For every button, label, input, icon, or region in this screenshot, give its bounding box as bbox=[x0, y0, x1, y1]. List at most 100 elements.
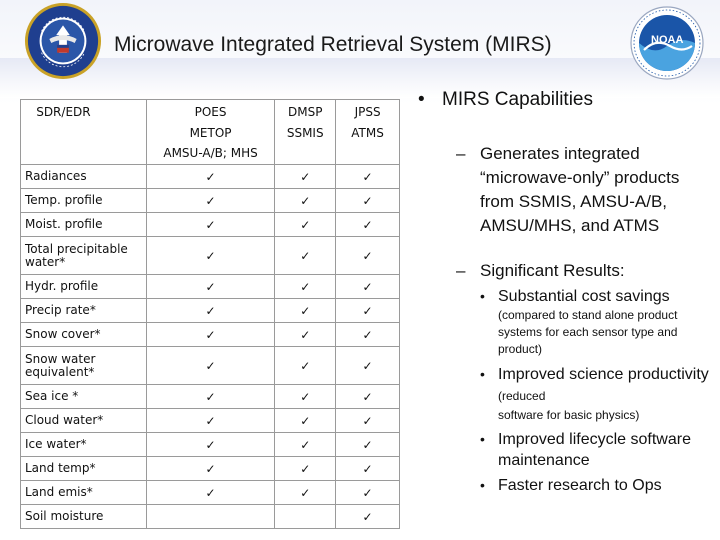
table-row: Hydr. profile ✓ ✓ ✓ bbox=[20, 274, 400, 299]
row-label: Snow water equivalent* bbox=[20, 346, 147, 385]
capabilities-panel: • MIRS Capabilities – Generates integrat… bbox=[418, 88, 718, 496]
check-mark-icon: ✓ bbox=[145, 322, 276, 347]
header-line: METOP bbox=[189, 125, 232, 140]
check-mark-icon: ✓ bbox=[145, 164, 276, 189]
sub-bullet-generates: – Generates integrated “microwave-only” … bbox=[456, 142, 718, 238]
dash-glyph: – bbox=[456, 144, 466, 163]
check-mark-icon: ✓ bbox=[274, 408, 337, 433]
dash-glyph: – bbox=[456, 261, 466, 280]
header-dmsp-ssmis: DMSP SSMIS bbox=[274, 99, 337, 165]
commerce-seal-logo bbox=[24, 2, 102, 80]
row-label: Total precipitable water* bbox=[20, 236, 147, 275]
check-mark-icon: ✓ bbox=[145, 384, 276, 409]
header-line: ATMS bbox=[351, 125, 384, 140]
table-row: Temp. profile ✓ ✓ ✓ bbox=[20, 188, 400, 213]
check-mark-icon: ✓ bbox=[335, 322, 400, 347]
row-label: Land emis* bbox=[20, 480, 147, 505]
check-mark-icon: ✓ bbox=[274, 322, 337, 347]
header-sdr-edr: SDR/EDR bbox=[20, 99, 147, 165]
result-item: • Improved lifecycle software maintenanc… bbox=[480, 429, 718, 471]
title-band bbox=[0, 58, 720, 98]
check-mark-icon: ✓ bbox=[335, 384, 400, 409]
noaa-logo bbox=[630, 6, 704, 80]
check-mark-icon: ✓ bbox=[335, 432, 400, 457]
check-mark-icon: ✓ bbox=[274, 188, 337, 213]
header-line: SSMIS bbox=[286, 125, 324, 140]
check-mark-icon: ✓ bbox=[145, 274, 276, 299]
check-mark-icon: ✓ bbox=[274, 236, 337, 275]
main-bullet: • MIRS Capabilities bbox=[418, 88, 718, 112]
result-item: • Improved science productivity (reduced bbox=[480, 364, 718, 407]
table-body: Radiances ✓ ✓ ✓ Temp. profile ✓ ✓ ✓ Moist. profi… bbox=[20, 164, 400, 529]
sub-bullet-results: – Significant Results: bbox=[456, 259, 718, 283]
empty-cell bbox=[145, 504, 276, 529]
main-bullet-text: MIRS Capabilities bbox=[442, 89, 593, 110]
header-line: SDR/EDR bbox=[36, 105, 91, 119]
table-row: Snow cover* ✓ ✓ ✓ bbox=[20, 322, 400, 347]
check-mark-icon: ✓ bbox=[145, 346, 276, 385]
check-mark-icon: ✓ bbox=[335, 408, 400, 433]
row-label: Land temp* bbox=[20, 456, 147, 481]
table-row: Cloud water* ✓ ✓ ✓ bbox=[20, 408, 400, 433]
check-mark-icon: ✓ bbox=[335, 212, 400, 237]
check-mark-icon: ✓ bbox=[335, 164, 400, 189]
table-row: Total precipitable water* ✓ ✓ ✓ bbox=[20, 236, 400, 275]
row-label: Precip rate* bbox=[20, 298, 147, 323]
result-text: Improved science productivity bbox=[498, 366, 709, 383]
check-mark-icon: ✓ bbox=[274, 212, 337, 237]
check-mark-icon: ✓ bbox=[335, 346, 400, 385]
slide-title: Microwave Integrated Retrieval System (M… bbox=[114, 33, 552, 56]
check-mark-icon: ✓ bbox=[145, 408, 276, 433]
row-label: Temp. profile bbox=[20, 188, 147, 213]
table-row: Soil moisture ✓ bbox=[20, 504, 400, 529]
check-mark-icon: ✓ bbox=[274, 298, 337, 323]
sub-bullet-text: Significant Results: bbox=[480, 261, 625, 280]
row-label: Moist. profile bbox=[20, 212, 147, 237]
result-text: Faster research to Ops bbox=[498, 477, 662, 494]
table-row: Snow water equivalent* ✓ ✓ ✓ bbox=[20, 346, 400, 385]
empty-cell bbox=[274, 504, 337, 529]
noaa-logo-text: NOAA bbox=[651, 34, 684, 46]
header-line: JPSS bbox=[354, 105, 381, 119]
check-mark-icon: ✓ bbox=[145, 456, 276, 481]
check-mark-icon: ✓ bbox=[274, 456, 337, 481]
row-label: Radiances bbox=[20, 164, 147, 189]
check-mark-icon: ✓ bbox=[145, 236, 276, 275]
check-mark-icon: ✓ bbox=[274, 480, 337, 505]
table-row: Precip rate* ✓ ✓ ✓ bbox=[20, 298, 400, 323]
row-label: Ice water* bbox=[20, 432, 147, 457]
result-note: software for basic physics) bbox=[498, 408, 640, 422]
result-note-inline: (reduced bbox=[498, 389, 546, 403]
check-mark-icon: ✓ bbox=[274, 274, 337, 299]
table-row: Land temp* ✓ ✓ ✓ bbox=[20, 456, 400, 481]
bullet-glyph: • bbox=[480, 366, 485, 382]
row-label: Cloud water* bbox=[20, 408, 147, 433]
bullet-glyph: • bbox=[418, 89, 425, 110]
check-mark-icon: ✓ bbox=[145, 188, 276, 213]
table-row: Land emis* ✓ ✓ ✓ bbox=[20, 480, 400, 505]
check-mark-icon: ✓ bbox=[335, 188, 400, 213]
check-mark-icon: ✓ bbox=[145, 432, 276, 457]
table-row: Ice water* ✓ ✓ ✓ bbox=[20, 432, 400, 457]
row-label: Hydr. profile bbox=[20, 274, 147, 299]
header-line: DMSP bbox=[288, 105, 323, 119]
bullet-glyph: • bbox=[480, 477, 485, 493]
header-line: AMSU-A/B; MHS bbox=[163, 146, 258, 160]
check-mark-icon: ✓ bbox=[274, 164, 337, 189]
row-label: Soil moisture bbox=[20, 504, 147, 529]
header-jpss-atms: JPSS ATMS bbox=[335, 99, 400, 165]
check-mark-icon: ✓ bbox=[335, 236, 400, 275]
check-mark-icon: ✓ bbox=[145, 212, 276, 237]
sub-bullet-text: Generates integrated “microwave-only” pr… bbox=[480, 144, 680, 235]
mirs-products-table: SDR/EDR POES METOP AMSU-A/B; MHS DMSP SS… bbox=[20, 99, 400, 529]
row-label: Snow cover* bbox=[20, 322, 147, 347]
check-mark-icon: ✓ bbox=[335, 298, 400, 323]
check-mark-icon: ✓ bbox=[335, 274, 400, 299]
check-mark-icon: ✓ bbox=[145, 480, 276, 505]
table-row: Sea ice * ✓ ✓ ✓ bbox=[20, 384, 400, 409]
bullet-glyph: • bbox=[480, 288, 485, 304]
check-mark-icon: ✓ bbox=[335, 456, 400, 481]
header-line: POES bbox=[194, 105, 227, 119]
check-mark-icon: ✓ bbox=[145, 298, 276, 323]
check-mark-icon: ✓ bbox=[274, 346, 337, 385]
